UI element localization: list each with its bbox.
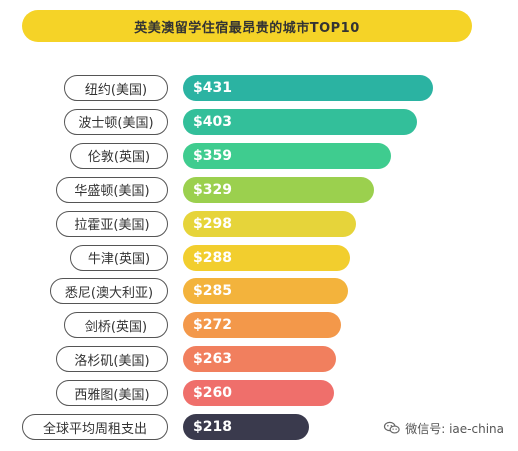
bar: $263 xyxy=(183,346,336,373)
category-label: 洛杉矶(美国) xyxy=(56,346,168,373)
bar: $403 xyxy=(183,108,417,135)
bar: $218 xyxy=(183,414,310,440)
bar: $359 xyxy=(183,142,392,169)
bar: $298 xyxy=(183,210,356,237)
bar: $260 xyxy=(183,380,334,407)
category-label: 波士顿(美国) xyxy=(64,108,168,135)
bar-value-label: $263 xyxy=(193,351,232,368)
bar-value-label: $298 xyxy=(193,215,232,232)
chart-title: 英美澳留学住宿最昂贵的城市TOP10 xyxy=(22,10,472,42)
category-label: 悉尼(澳大利亚) xyxy=(50,278,168,305)
bar-value-label: $285 xyxy=(193,283,232,300)
category-label: 华盛顿(美国) xyxy=(56,176,168,203)
bar: $272 xyxy=(183,312,341,339)
bar-value-label: $431 xyxy=(193,80,232,96)
bar-value-label: $359 xyxy=(193,147,232,164)
bar-value-label: $329 xyxy=(193,181,232,198)
category-label: 伦敦(英国) xyxy=(70,142,168,169)
category-label: 西雅图(美国) xyxy=(56,380,168,407)
watermark-text: 微信号: iae-china xyxy=(405,421,504,436)
watermark: 微信号: iae-china xyxy=(383,419,504,437)
bar: $329 xyxy=(183,176,374,203)
bar-value-label: $260 xyxy=(193,385,232,402)
bar: $288 xyxy=(183,244,351,271)
bar-value-label: $272 xyxy=(193,317,232,334)
category-label: 全球平均周租支出 xyxy=(22,414,168,440)
bar-value-label: $218 xyxy=(193,419,232,435)
bar: $285 xyxy=(183,278,349,305)
bar-value-label: $288 xyxy=(193,249,232,266)
category-label: 剑桥(英国) xyxy=(64,312,168,339)
category-label: 纽约(美国) xyxy=(64,75,168,101)
bar-value-label: $403 xyxy=(193,113,232,130)
category-label: 拉霍亚(美国) xyxy=(56,210,168,237)
category-label: 牛津(英国) xyxy=(70,244,168,271)
bar: $431 xyxy=(183,75,433,101)
wechat-icon xyxy=(384,421,400,434)
